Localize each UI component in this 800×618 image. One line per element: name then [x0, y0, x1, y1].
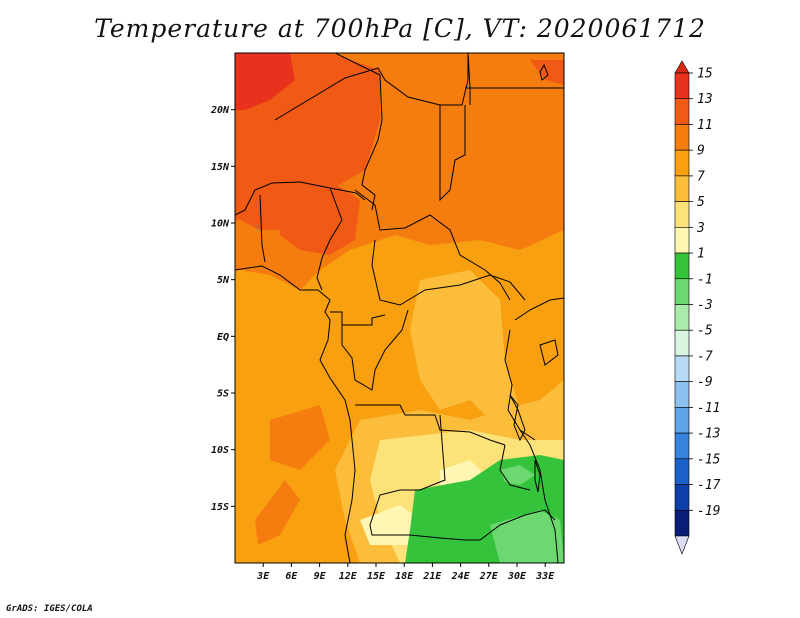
colorbar-swatch [674, 509, 690, 537]
colorbar-label: 7 [697, 169, 705, 184]
lake-victoria [539, 339, 559, 366]
lat-label: 20N [210, 105, 230, 116]
coastline [235, 265, 356, 563]
lat-label: 10N [211, 219, 230, 230]
border-nigeria-north [235, 181, 366, 216]
colorbar-swatch [674, 98, 690, 125]
colorbar-label: 3 [696, 221, 705, 236]
border-gabon-congo [341, 309, 409, 391]
lat-label: 10S [211, 445, 229, 456]
lat-label: 15S [211, 502, 229, 513]
border-drc-angola [355, 404, 506, 446]
colorbar-swatch [674, 329, 690, 357]
colorbar-label: -3 [697, 298, 713, 313]
field-7-9-congo [410, 270, 520, 420]
border-angola-zambia-namibia [369, 414, 466, 541]
field-minus1-1-b [490, 510, 564, 563]
colorbar-label: 13 [697, 92, 713, 107]
border-zambia-drc-south [499, 444, 531, 491]
colorbar-swatch [674, 304, 690, 331]
map-title: Temperature at 700hPa [C], VT: 202006171… [94, 14, 706, 43]
colorbar-swatch [674, 407, 690, 434]
field-minus1-1-a [500, 465, 535, 485]
lon-label: 12E [339, 571, 358, 582]
colorbar-swatch [674, 149, 690, 177]
lon-label: 9E [314, 571, 327, 582]
colorbar-label: -17 [697, 478, 721, 493]
border-east-lakes [504, 329, 536, 441]
country-borders [235, 53, 564, 563]
border-chad-sudan [439, 105, 466, 202]
border-uganda-kenya [514, 297, 564, 321]
colorbar-swatch [674, 175, 690, 202]
field-11-13-atlantic [255, 480, 300, 545]
latitude-axis: 20N 15N 10N 5N EQ 5S 10S 15S [210, 105, 235, 513]
border-niger-chad [334, 53, 383, 211]
colorbar-swatch [674, 432, 690, 460]
border-nigeria-cameroon [316, 187, 343, 291]
colorbar-swatch [674, 72, 690, 100]
border-malawi-mozambique [519, 429, 559, 563]
border-benin-togo [259, 194, 266, 263]
lon-label: 15E [367, 571, 386, 582]
border-car-drc [371, 239, 526, 306]
colorbar-top-arrow [674, 60, 690, 74]
lat-label: 5S [217, 389, 229, 400]
lat-label: EQ [217, 332, 229, 343]
longitude-axis: 3E 6E 9E 12E 15E 18E 21E 24E 27E 30E 33E [256, 563, 555, 582]
lake-tanganyika [509, 394, 526, 442]
colorbar-swatch [674, 458, 690, 485]
field-13-15-nigeria [280, 180, 360, 255]
lon-label: 6E [285, 571, 298, 582]
colorbar-label: 5 [697, 195, 705, 210]
field-15-plus [235, 53, 295, 110]
grads-credit: GrADS: IGES/COLA [6, 604, 93, 614]
colorbar-swatch [674, 252, 690, 280]
colorbar-label: -7 [697, 349, 713, 364]
colorbar-bottom-arrow [674, 535, 690, 555]
border-gabon-cameroon [330, 311, 386, 326]
colorbar-label: -15 [697, 452, 721, 467]
colorbar-swatch [674, 278, 690, 305]
colorbar-label: 9 [697, 144, 705, 159]
border-zambia-zimbabwe [465, 509, 556, 541]
lon-label: 3E [256, 571, 270, 582]
lon-label: 27E [479, 571, 499, 582]
colorbar-swatch [674, 227, 690, 254]
lon-label: 24E [451, 571, 471, 582]
nile-lake [539, 63, 549, 81]
colorbar-swatch [674, 355, 690, 382]
colorbar-label: -11 [697, 401, 720, 416]
colorbar-label: 1 [697, 247, 705, 262]
colorbar-swatch [674, 484, 690, 511]
colorbar-label: 15 [697, 67, 713, 82]
lon-label: 21E [422, 571, 442, 582]
lon-label: 33E [535, 571, 555, 582]
border-sudan-libya-vertical [467, 53, 471, 105]
colorbar-label: -19 [697, 504, 720, 519]
field-11-13-angola-coast [270, 405, 330, 470]
lat-label: 5N [217, 275, 230, 286]
colorbar-swatch [674, 124, 690, 151]
colorbar-label: -5 [697, 324, 713, 339]
lat-label: 15N [211, 162, 230, 173]
lon-label: 30E [507, 571, 527, 582]
border-chad-car-sudan [354, 189, 511, 301]
lake-malawi [534, 459, 541, 493]
colorbar-swatch [674, 201, 690, 228]
colorbar-label: -1 [697, 272, 713, 287]
colorbar-swatch [674, 381, 690, 408]
colorbar-label: -9 [697, 375, 713, 390]
map-frame [234, 52, 565, 564]
lon-label: 18E [395, 571, 414, 582]
colorbar-label: 11 [697, 118, 713, 133]
colorbar-label: -13 [697, 427, 720, 442]
border-libya [274, 53, 469, 121]
colorbar: 15 13 11 9 7 5 3 1 -1 -3 -5 -7 -9 -11 -13 -15 -17 -19 [674, 60, 721, 555]
